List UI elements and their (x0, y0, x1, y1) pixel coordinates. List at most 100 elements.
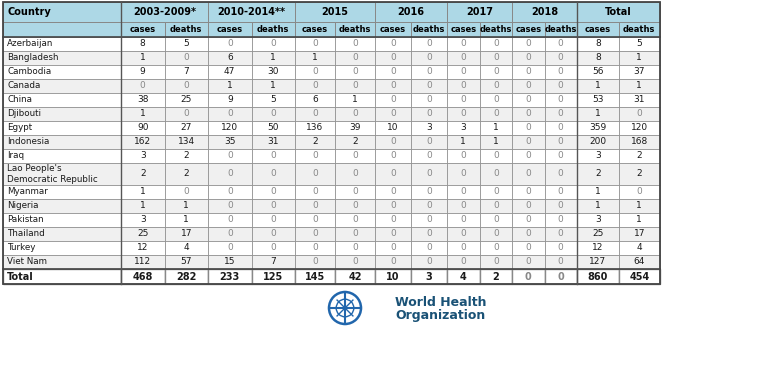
Text: 0: 0 (558, 215, 564, 224)
Bar (121, 22, 165, 37)
Bar (121, 107, 165, 121)
Bar (165, 241, 208, 255)
Text: 0: 0 (461, 243, 466, 253)
Bar (3, 227, 121, 241)
Text: deaths: deaths (480, 25, 512, 34)
Bar (577, 37, 619, 51)
Text: 0: 0 (525, 110, 531, 119)
Bar (3, 199, 121, 213)
Text: 0: 0 (270, 201, 276, 211)
Bar (3, 213, 121, 227)
Text: 0: 0 (352, 215, 358, 224)
Bar (480, 241, 512, 255)
Bar (375, 65, 411, 79)
Text: 0: 0 (390, 230, 396, 238)
Bar (295, 241, 335, 255)
Text: 168: 168 (631, 138, 648, 146)
Bar (447, 93, 480, 107)
Bar (335, 79, 375, 93)
Bar (512, 227, 544, 241)
Bar (447, 135, 480, 149)
Text: 9: 9 (227, 96, 232, 104)
Bar (3, 2, 660, 284)
Text: 0: 0 (390, 39, 396, 49)
Text: 0: 0 (426, 54, 432, 62)
Bar (577, 135, 619, 149)
Bar (335, 93, 375, 107)
Bar (375, 107, 411, 121)
Text: Bangladesh: Bangladesh (7, 54, 58, 62)
Text: Indonesia: Indonesia (7, 138, 49, 146)
Bar (121, 51, 165, 65)
Bar (375, 199, 411, 213)
Text: 0: 0 (390, 68, 396, 77)
Bar (447, 121, 480, 135)
Bar (480, 37, 512, 51)
Bar (208, 255, 251, 269)
Bar (375, 149, 411, 163)
Text: 0: 0 (312, 215, 318, 224)
Bar (251, 185, 295, 199)
Bar (512, 51, 544, 65)
Bar (165, 213, 208, 227)
Text: 0: 0 (270, 110, 276, 119)
Bar (251, 65, 295, 79)
Bar (619, 135, 660, 149)
Text: 0: 0 (558, 39, 564, 49)
Bar (3, 65, 121, 79)
Bar (251, 107, 295, 121)
Text: 0: 0 (390, 257, 396, 266)
Text: 0: 0 (525, 54, 531, 62)
Text: 0: 0 (270, 230, 276, 238)
Text: 0: 0 (227, 110, 232, 119)
Text: 0: 0 (461, 96, 466, 104)
Text: 1: 1 (184, 215, 189, 224)
Text: 0: 0 (558, 81, 564, 91)
Text: 0: 0 (352, 243, 358, 253)
Text: 27: 27 (181, 123, 192, 132)
Text: 0: 0 (558, 123, 564, 132)
Text: Organization: Organization (395, 308, 485, 322)
Text: 0: 0 (426, 243, 432, 253)
Text: 2: 2 (595, 169, 600, 178)
Bar (480, 269, 512, 284)
Text: World Health: World Health (395, 296, 487, 308)
Bar (375, 269, 411, 284)
Bar (447, 149, 480, 163)
Bar (295, 93, 335, 107)
Text: 0: 0 (558, 138, 564, 146)
Bar (411, 121, 447, 135)
Text: 0: 0 (525, 272, 531, 281)
Bar (3, 37, 121, 51)
Text: 0: 0 (426, 96, 432, 104)
Bar (480, 22, 512, 37)
Text: 2017: 2017 (466, 7, 493, 17)
Bar (411, 22, 447, 37)
Bar (577, 149, 619, 163)
Bar (512, 185, 544, 199)
Bar (208, 107, 251, 121)
Bar (208, 199, 251, 213)
Bar (295, 213, 335, 227)
Bar (295, 163, 335, 185)
Bar (3, 149, 121, 163)
Text: 468: 468 (133, 272, 153, 281)
Text: 31: 31 (634, 96, 645, 104)
Text: 6: 6 (312, 96, 318, 104)
Text: Cambodia: Cambodia (7, 68, 52, 77)
Text: 0: 0 (558, 188, 564, 196)
Text: 0: 0 (493, 215, 499, 224)
Bar (512, 2, 577, 22)
Text: 0: 0 (558, 169, 564, 178)
Text: 0: 0 (493, 230, 499, 238)
Text: 8: 8 (140, 39, 146, 49)
Text: 0: 0 (461, 39, 466, 49)
Bar (577, 185, 619, 199)
Bar (447, 51, 480, 65)
Bar (619, 199, 660, 213)
Text: 0: 0 (312, 230, 318, 238)
Bar (335, 135, 375, 149)
Bar (121, 135, 165, 149)
Bar (480, 121, 512, 135)
Bar (480, 213, 512, 227)
